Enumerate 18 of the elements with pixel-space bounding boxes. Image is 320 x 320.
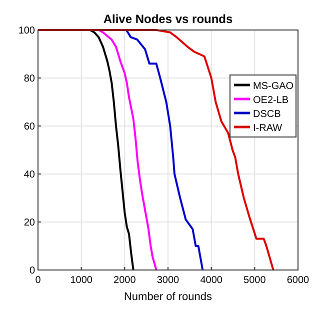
x-tick-label: 3000: [156, 275, 180, 286]
x-tick-label: 6000: [286, 275, 310, 286]
x-axis-title: Number of rounds: [124, 291, 213, 303]
y-tick-label: 40: [24, 170, 36, 180]
legend-label: OE2-LB: [253, 95, 289, 106]
y-tick-label: 80: [24, 74, 36, 84]
y-tick-label: 60: [24, 122, 36, 132]
y-tick-label: 0: [29, 266, 36, 276]
legend-label: I-RAW: [253, 123, 283, 134]
legend-label: MS-GAO: [253, 81, 294, 92]
y-tick-label: 100: [18, 26, 36, 36]
chart-title: Alive Nodes vs rounds: [103, 12, 234, 26]
y-tick-label: 20: [24, 218, 36, 228]
x-tick-label: 5000: [244, 275, 266, 286]
legend-label: DSCB: [253, 109, 282, 120]
x-tick-label: 1000: [70, 275, 93, 286]
x-tick-label: 2000: [114, 275, 136, 286]
x-tick-label: 4000: [200, 275, 223, 286]
